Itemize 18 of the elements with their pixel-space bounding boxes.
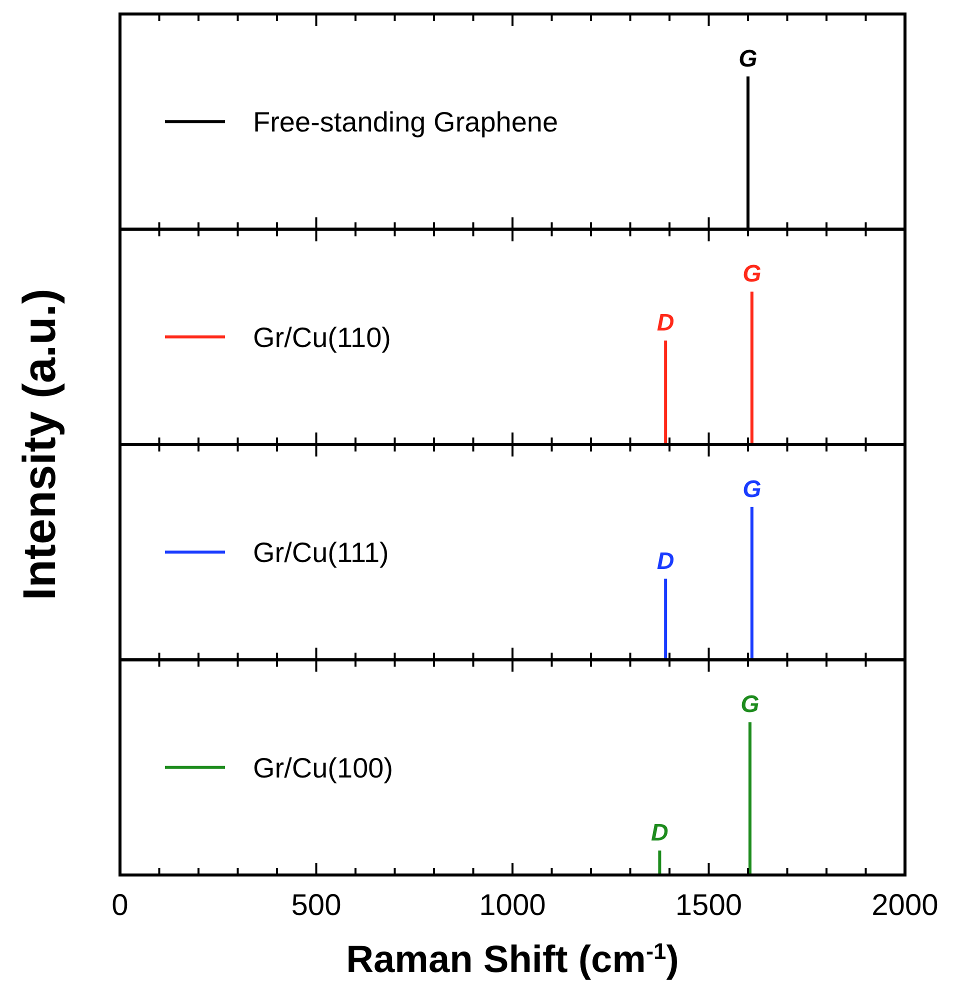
x-axis-title: Raman Shift (cm$^{-1}$) [346,938,679,981]
legend-label: Free-standing Graphene [253,106,558,138]
x-tick-label: 2000 [872,889,938,922]
annotation: G [738,45,758,72]
legend-label: Gr/Cu(100) [253,752,394,784]
x-tick-label: 500 [291,889,342,922]
annotation: D [656,548,674,575]
legend-label: Gr/Cu(111) [253,537,389,568]
x-tick-label: 1500 [675,889,742,922]
x-tick-label: 0 [112,889,128,922]
annotation: G [742,476,762,503]
annotation: G [742,260,762,288]
annotation: D [656,310,674,337]
annotation: D [651,820,668,847]
y-axis-title: Intensity (a.u.) [13,288,65,600]
annotation: G [740,691,760,718]
legend-label: Gr/Cu(110) [253,322,391,353]
x-tick-label: 1000 [479,889,546,922]
